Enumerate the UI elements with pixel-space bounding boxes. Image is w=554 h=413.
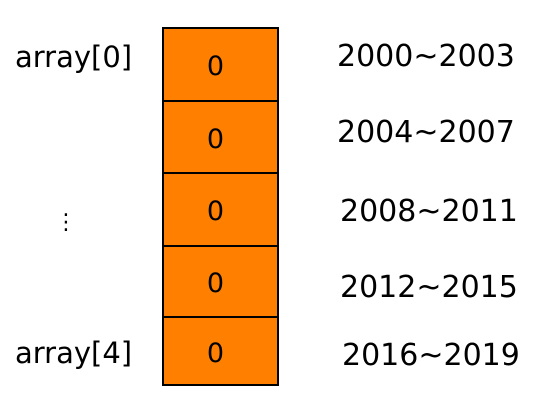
range-label-2: 2008~2011 — [340, 194, 518, 229]
array-cell-2: 0 — [162, 172, 279, 247]
range-label-0: 2000~2003 — [337, 39, 515, 74]
index-label-first: array[0] — [15, 40, 133, 74]
cell-value: 0 — [206, 51, 225, 82]
ellipsis-icon: ⋮ — [55, 210, 77, 235]
range-label-1: 2004~2007 — [337, 115, 515, 150]
range-label-3: 2012~2015 — [340, 270, 518, 305]
array-cell-4: 0 — [162, 316, 279, 386]
array-cell-1: 0 — [162, 100, 279, 174]
cell-value: 0 — [206, 268, 225, 299]
range-label-4: 2016~2019 — [342, 338, 520, 373]
array-cell-0: 0 — [162, 27, 279, 102]
cell-value: 0 — [206, 196, 225, 227]
index-label-last: array[4] — [15, 336, 133, 370]
array-cell-3: 0 — [162, 245, 279, 318]
cell-value: 0 — [206, 337, 225, 369]
cell-value: 0 — [206, 123, 225, 155]
